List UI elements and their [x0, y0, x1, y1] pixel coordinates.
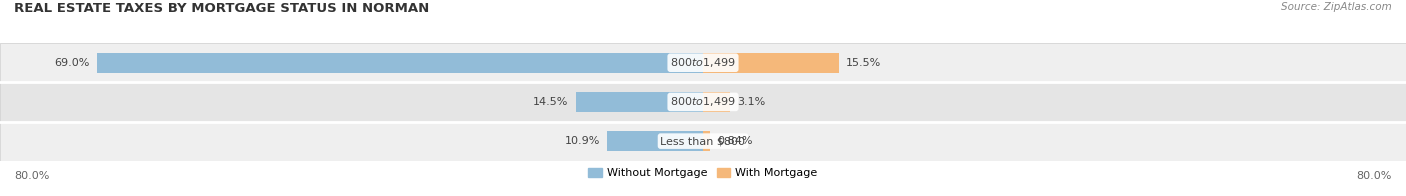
- Text: Less than $800: Less than $800: [661, 136, 745, 146]
- Text: 0.84%: 0.84%: [717, 136, 752, 146]
- Bar: [97, 53, 703, 73]
- Text: 14.5%: 14.5%: [533, 97, 568, 107]
- Bar: [0, 82, 1406, 122]
- Bar: [0, 43, 1406, 82]
- Bar: [0, 43, 1406, 82]
- Bar: [0, 122, 1406, 161]
- Text: 3.1%: 3.1%: [737, 97, 765, 107]
- Text: 10.9%: 10.9%: [565, 136, 600, 146]
- Bar: [0, 82, 1406, 122]
- Bar: [607, 131, 703, 151]
- Text: 80.0%: 80.0%: [14, 171, 49, 181]
- Text: 15.5%: 15.5%: [846, 58, 882, 68]
- Text: Source: ZipAtlas.com: Source: ZipAtlas.com: [1281, 2, 1392, 12]
- Text: $800 to $1,499: $800 to $1,499: [671, 95, 735, 108]
- Text: $800 to $1,499: $800 to $1,499: [671, 56, 735, 69]
- Text: 80.0%: 80.0%: [1357, 171, 1392, 181]
- Legend: Without Mortgage, With Mortgage: Without Mortgage, With Mortgage: [583, 163, 823, 183]
- Bar: [575, 92, 703, 112]
- Text: 69.0%: 69.0%: [55, 58, 90, 68]
- Text: REAL ESTATE TAXES BY MORTGAGE STATUS IN NORMAN: REAL ESTATE TAXES BY MORTGAGE STATUS IN …: [14, 2, 429, 15]
- Bar: [0, 122, 1406, 161]
- Bar: [703, 131, 710, 151]
- Bar: [703, 92, 730, 112]
- Bar: [703, 53, 839, 73]
